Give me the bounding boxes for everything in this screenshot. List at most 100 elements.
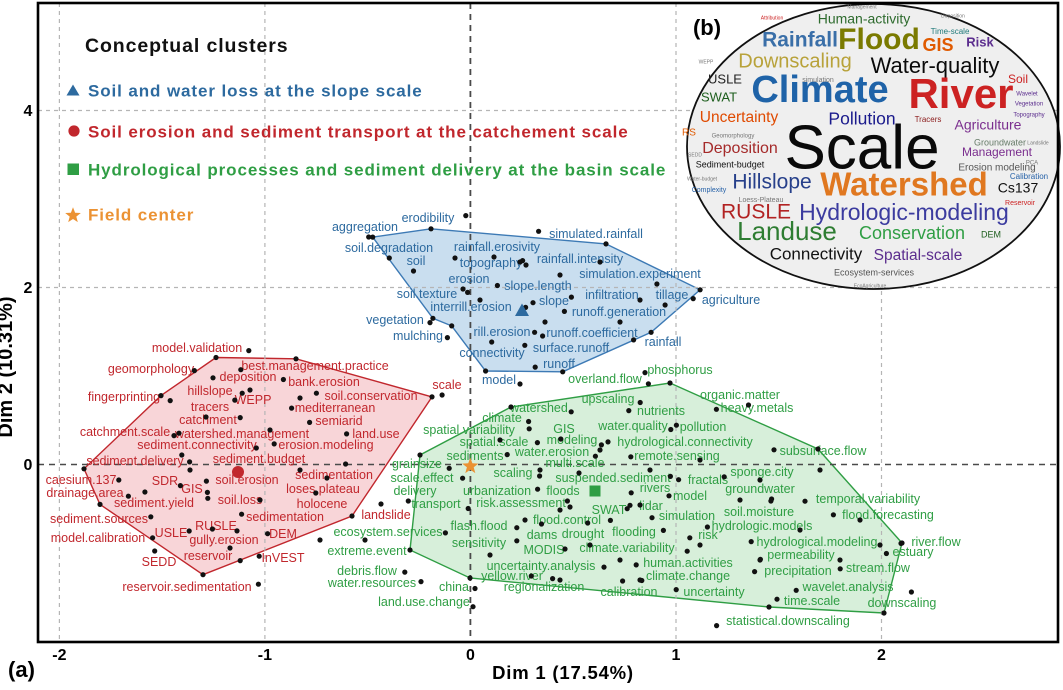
svg-text:0: 0 xyxy=(466,647,475,664)
svg-text:risk: risk xyxy=(698,528,718,542)
svg-text:soil: soil xyxy=(407,254,426,268)
svg-text:multi.scale: multi.scale xyxy=(545,456,604,470)
svg-text:Soil erosion and sediment tran: Soil erosion and sediment transport at t… xyxy=(88,123,629,142)
svg-text:Attribution: Attribution xyxy=(761,15,784,21)
svg-text:tillage: tillage xyxy=(656,288,689,302)
svg-text:yellow.river: yellow.river xyxy=(481,569,543,583)
svg-text:RUSLE: RUSLE xyxy=(195,519,237,533)
svg-text:mulching: mulching xyxy=(393,329,443,343)
svg-text:Soil and water loss at the slo: Soil and water loss at the slope scale xyxy=(88,82,423,101)
svg-text:soil.conservation: soil.conservation xyxy=(324,389,417,403)
svg-text:infiltration: infiltration xyxy=(585,288,639,302)
svg-text:hillslope: hillslope xyxy=(187,384,232,398)
svg-text:caesium.137: caesium.137 xyxy=(46,473,117,487)
svg-text:bank.erosion: bank.erosion xyxy=(288,375,360,389)
svg-text:-1: -1 xyxy=(258,647,272,664)
svg-text:runoff.generation: runoff.generation xyxy=(572,305,666,319)
svg-text:Wavelet: Wavelet xyxy=(1016,92,1038,98)
svg-text:Dim 2 (10.31%): Dim 2 (10.31%) xyxy=(0,296,17,437)
svg-text:calibration: calibration xyxy=(601,585,658,599)
svg-text:water.quality: water.quality xyxy=(597,419,668,433)
svg-text:runoff.coefficient: runoff.coefficient xyxy=(546,326,638,340)
svg-text:connectivity: connectivity xyxy=(459,346,525,360)
svg-text:Spatial-scale: Spatial-scale xyxy=(874,247,963,264)
svg-text:Hydrological processes and sed: Hydrological processes and sediment deli… xyxy=(88,161,666,180)
svg-text:Management: Management xyxy=(847,4,877,10)
svg-text:sediment.sources: sediment.sources xyxy=(50,512,148,526)
svg-text:Agriculture: Agriculture xyxy=(955,117,1022,133)
svg-text:overland.flow: overland.flow xyxy=(568,372,643,386)
svg-text:holocene: holocene xyxy=(297,497,348,511)
svg-text:semiarid: semiarid xyxy=(315,414,362,428)
svg-text:sedimentation: sedimentation xyxy=(246,510,324,524)
svg-text:rainfall.intensity: rainfall.intensity xyxy=(537,252,624,266)
svg-text:catchment: catchment xyxy=(179,413,237,427)
svg-text:erosion: erosion xyxy=(449,272,490,286)
svg-text:slope: slope xyxy=(539,294,569,308)
svg-text:spatial.scale: spatial.scale xyxy=(460,435,529,449)
svg-text:Calibration: Calibration xyxy=(1010,172,1048,181)
svg-text:soil.loss: soil.loss xyxy=(218,493,262,507)
svg-text:gully.erosion: gully.erosion xyxy=(189,533,258,547)
svg-text:vegetation: vegetation xyxy=(366,313,424,327)
svg-text:model: model xyxy=(482,373,516,387)
svg-text:Soil: Soil xyxy=(1008,72,1028,86)
svg-text:PCA: PCA xyxy=(1026,161,1038,167)
svg-text:precipitation: precipitation xyxy=(764,564,831,578)
svg-text:RS: RS xyxy=(682,128,696,139)
svg-text:mediterranean: mediterranean xyxy=(295,401,376,415)
svg-text:floods: floods xyxy=(546,484,579,498)
svg-text:Connectivity: Connectivity xyxy=(770,244,863,263)
svg-text:scaling: scaling xyxy=(494,466,533,480)
svg-text:river.flow: river.flow xyxy=(911,535,961,549)
svg-text:uncertainty.analysis: uncertainty.analysis xyxy=(487,559,596,573)
svg-text:1: 1 xyxy=(672,647,681,664)
svg-text:permeability: permeability xyxy=(767,548,835,562)
svg-text:estuary: estuary xyxy=(893,545,935,559)
svg-text:SDR: SDR xyxy=(152,474,178,488)
svg-text:watershed: watershed xyxy=(509,401,568,415)
svg-text:-2: -2 xyxy=(52,647,66,664)
svg-text:hydrological.connectivity: hydrological.connectivity xyxy=(617,435,753,449)
svg-text:EcoAgriculture: EcoAgriculture xyxy=(854,283,887,289)
svg-text:china: china xyxy=(439,580,469,594)
svg-text:remote.sensing: remote.sensing xyxy=(634,449,720,463)
svg-text:soil.degradation: soil.degradation xyxy=(345,241,433,255)
svg-text:spatial.variability: spatial.variability xyxy=(423,423,515,437)
svg-text:2: 2 xyxy=(24,280,33,297)
svg-text:reservoir: reservoir xyxy=(184,549,233,563)
svg-text:Water-budget: Water-budget xyxy=(687,176,718,182)
svg-text:Hillslope: Hillslope xyxy=(732,171,811,194)
svg-text:erosion.modeling: erosion.modeling xyxy=(278,438,373,452)
svg-text:lidar: lidar xyxy=(639,499,663,513)
svg-text:USLE: USLE xyxy=(708,71,742,86)
svg-text:Cs137: Cs137 xyxy=(998,180,1039,196)
svg-text:sediment.budget: sediment.budget xyxy=(213,452,306,466)
svg-text:delivery: delivery xyxy=(393,484,437,498)
svg-text:Time-scale: Time-scale xyxy=(931,27,970,36)
svg-text:scale.effect: scale.effect xyxy=(390,471,454,485)
svg-text:Topography: Topography xyxy=(1013,113,1044,119)
svg-text:transport: transport xyxy=(411,497,461,511)
svg-text:model: model xyxy=(673,489,707,503)
svg-text:water.erosion: water.erosion xyxy=(514,445,589,459)
svg-text:dams: dams xyxy=(527,528,558,542)
svg-text:RUSLE: RUSLE xyxy=(721,201,791,224)
svg-text:landslide: landslide xyxy=(361,508,410,522)
svg-text:(a): (a) xyxy=(8,657,35,682)
svg-text:River: River xyxy=(908,70,1013,117)
svg-text:DEM: DEM xyxy=(981,229,1001,239)
svg-text:geomorphology: geomorphology xyxy=(108,362,195,376)
svg-text:Uncertainty: Uncertainty xyxy=(700,109,779,126)
svg-text:model.validation: model.validation xyxy=(152,341,242,355)
svg-text:Water-quality: Water-quality xyxy=(871,53,1000,78)
svg-text:Landslide: Landslide xyxy=(1027,140,1049,146)
svg-text:loses.plateau: loses.plateau xyxy=(286,482,360,496)
svg-text:groundwater: groundwater xyxy=(725,482,795,496)
svg-text:flood.control: flood.control xyxy=(533,513,601,527)
svg-text:Conceptual clusters: Conceptual clusters xyxy=(85,35,288,57)
svg-text:Field center: Field center xyxy=(88,206,194,225)
svg-text:land.use: land.use xyxy=(352,427,399,441)
svg-text:GIS: GIS xyxy=(922,35,953,55)
svg-text:4: 4 xyxy=(24,103,33,120)
